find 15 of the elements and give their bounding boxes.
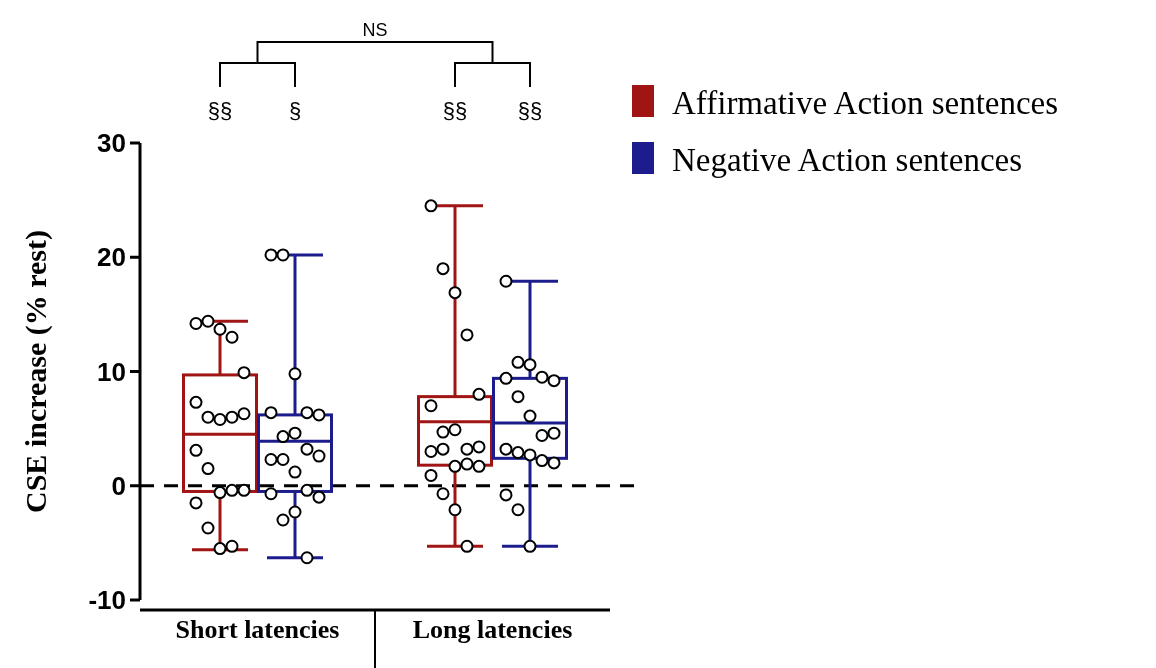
x-tick-label: Long latencies xyxy=(412,615,573,644)
legend-label: Negative Action sentences xyxy=(672,142,1023,178)
text: NS xyxy=(362,20,388,40)
y-tick-label: -10 xyxy=(88,585,126,616)
text: §§ xyxy=(442,98,468,123)
y-tick-label: 10 xyxy=(97,356,126,387)
text: § xyxy=(288,98,302,123)
y-axis-title: CSE increase (% rest) xyxy=(19,229,53,514)
x-tick-label: Short latencies xyxy=(175,615,340,644)
legend-label: Affirmative Action sentences xyxy=(672,85,1059,121)
y-tick-label: 30 xyxy=(97,128,126,159)
y-tick-label: 20 xyxy=(97,242,126,273)
text: §§ xyxy=(207,98,233,123)
text: §§ xyxy=(517,98,543,123)
y-tick-label: 0 xyxy=(111,470,126,501)
